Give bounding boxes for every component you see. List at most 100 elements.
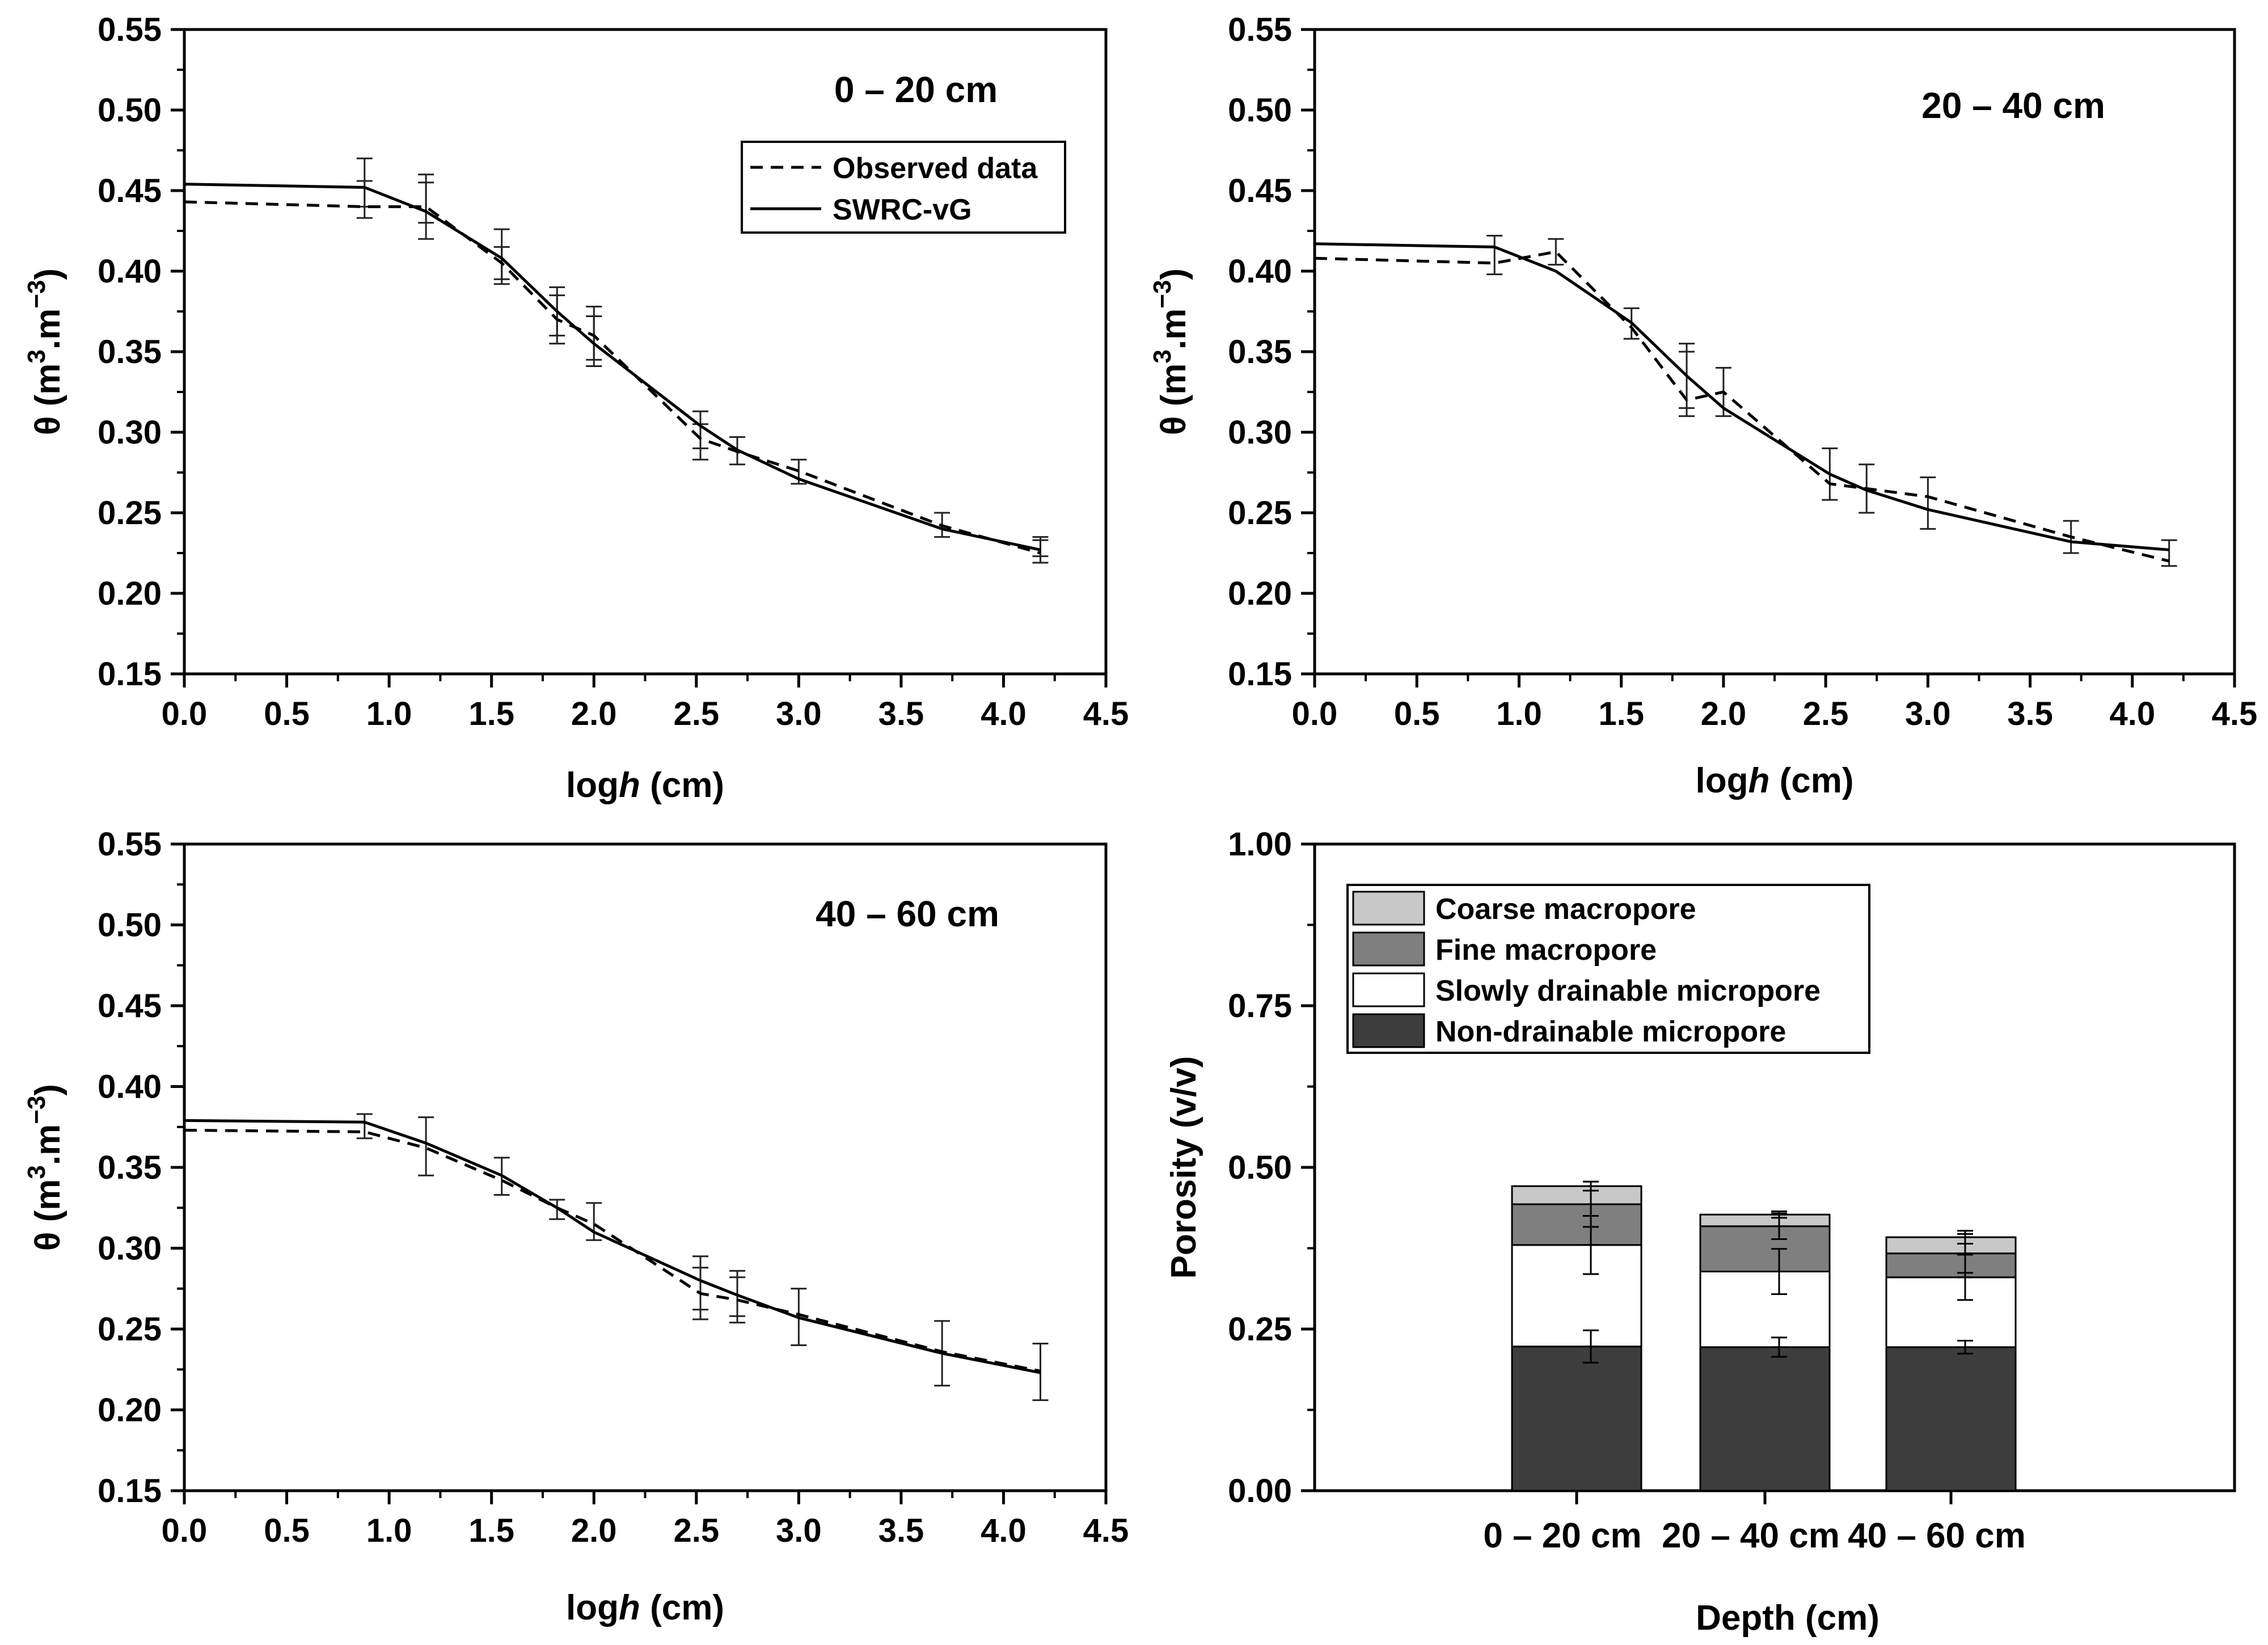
line-chart-panel-2: 0.0 0.5 1.0 1.5 2.0 2.5 3.0 3.5 4.0 4.5 0.15 0.20 0.… xyxy=(1148,11,2257,800)
x-tick-label: 0.5 xyxy=(264,695,310,732)
x-axis-title-variable: h xyxy=(1748,761,1769,800)
legend-swatch xyxy=(1352,931,1425,967)
y-axis-title-part: ) xyxy=(1154,268,1193,280)
y-axis-title-superscript: −3 xyxy=(1148,280,1176,309)
y-tick-label: 0.45 xyxy=(98,172,162,209)
x-axis-title-variable: h xyxy=(619,1588,640,1627)
legend-box xyxy=(741,141,1066,234)
y-tick-label: 0.50 xyxy=(1228,1149,1292,1186)
x-category-label: 0 – 20 cm xyxy=(1483,1516,1641,1555)
y-axis-title-superscript: −3 xyxy=(23,1096,50,1124)
y-axis-title-part: θ (m xyxy=(28,1179,67,1251)
bar-segment-non-drainable-micropore xyxy=(1699,1346,1831,1492)
plot-frame xyxy=(183,28,1108,676)
y-tick-label: 0.75 xyxy=(1228,988,1292,1024)
y-axis-title: θ (m3.m−3) xyxy=(1148,268,1193,435)
x-axis-title-unit: (cm) xyxy=(640,766,724,805)
y-axis-title-superscript: 3 xyxy=(23,349,50,363)
x-tick-label: 2.0 xyxy=(1701,695,1747,732)
y-axis-title-superscript: 3 xyxy=(23,1165,50,1179)
y-tick-label: 0.15 xyxy=(98,1473,162,1509)
y-tick-label: 0.20 xyxy=(1228,575,1292,612)
y-tick-label: 0.50 xyxy=(98,907,162,944)
y-axis-title: θ (m3.m−3) xyxy=(23,1084,67,1251)
y-tick-label: 0.15 xyxy=(1228,656,1292,693)
legend-swatch xyxy=(1352,1013,1425,1048)
x-tick-label: 4.5 xyxy=(1083,695,1129,732)
x-tick-label: 3.0 xyxy=(776,1512,822,1549)
x-tick-label: 4.0 xyxy=(981,695,1027,732)
x-axis-title: logh (cm) xyxy=(566,1588,724,1627)
bar-segment-slowly-drainable-micropore xyxy=(1511,1244,1642,1348)
legend-box xyxy=(1346,884,1870,1054)
legend-entry: Non-drainable micropore xyxy=(1435,1015,1786,1048)
y-axis-title-part: θ (m xyxy=(1154,364,1193,436)
x-tick-label: 3.0 xyxy=(1905,695,1951,732)
y-tick-label: 0.45 xyxy=(1228,172,1292,209)
bar-chart-panel: 0.00 0.25 0.50 0.75 1.00 0 – 20 cm 20 – 40 cm 4… xyxy=(1164,826,2236,1638)
bar-segment-fine-macropore xyxy=(1699,1225,1831,1273)
y-axis-title-part: ) xyxy=(28,1084,67,1096)
y-tick-label: 0.30 xyxy=(98,1230,162,1267)
x-axis-title-variable: h xyxy=(619,766,640,805)
x-category-label: 40 – 60 cm xyxy=(1848,1516,2026,1555)
x-axis-title: logh (cm) xyxy=(1696,761,1854,800)
x-tick-label: 4.0 xyxy=(2109,695,2155,732)
legend-swatch xyxy=(1352,891,1425,926)
y-axis-title: Porosity (v/v) xyxy=(1164,1056,1203,1279)
plot-frame xyxy=(183,842,1108,1492)
line-chart-panel-1: 0.0 0.5 1.0 1.5 2.0 2.5 3.0 3.5 4.0 4.5 0.15 0.20 0.… xyxy=(23,11,1129,805)
x-axis-title-prefix: log xyxy=(566,1588,619,1627)
bar-segment-coarse-macropore xyxy=(1511,1185,1642,1205)
y-axis-title-superscript: 3 xyxy=(1148,349,1176,363)
x-tick-label: 3.5 xyxy=(2007,695,2053,732)
x-tick-label: 4.5 xyxy=(1083,1512,1129,1549)
legend-swatch xyxy=(1352,972,1425,1007)
bar-segment-coarse-macropore xyxy=(1699,1213,1831,1228)
x-tick-label: 1.0 xyxy=(366,1512,412,1549)
y-tick-label: 0.45 xyxy=(98,988,162,1024)
x-tick-label: 1.5 xyxy=(1598,695,1644,732)
legend-entry: Slowly drainable micropore xyxy=(1435,975,1821,1007)
y-tick-label: 0.20 xyxy=(98,575,162,612)
y-tick-label: 0.35 xyxy=(1228,334,1292,370)
x-tick-label: 4.0 xyxy=(981,1512,1027,1549)
y-tick-label: 0.40 xyxy=(1228,253,1292,290)
x-tick-label: 0.5 xyxy=(1394,695,1440,732)
bar-segment-slowly-drainable-micropore xyxy=(1885,1276,2017,1348)
x-axis-title-unit: (cm) xyxy=(1769,761,1853,800)
observed-data-line xyxy=(184,200,1041,555)
observed-data-line xyxy=(184,1128,1041,1373)
y-tick-label: 0.25 xyxy=(98,1311,162,1348)
legend-entry-swrc: SWRC-vG xyxy=(833,193,972,226)
x-axis-title-prefix: log xyxy=(566,766,619,805)
y-tick-label: 0.20 xyxy=(98,1392,162,1429)
bar-segment-non-drainable-micropore xyxy=(1885,1346,2017,1492)
y-tick-label: 0.35 xyxy=(98,1149,162,1186)
legend-entry: Coarse macropore xyxy=(1435,893,1696,926)
y-tick-label: 0.40 xyxy=(98,253,162,290)
panel-depth-label: 20 – 40 cm xyxy=(1921,85,2105,126)
y-axis-title-part: θ (m xyxy=(28,364,67,436)
swrc-vg-line xyxy=(1314,242,2169,551)
x-tick-label: 0.5 xyxy=(264,1512,310,1549)
bar-segment-coarse-macropore xyxy=(1885,1236,2017,1255)
x-tick-label: 3.5 xyxy=(879,1512,924,1549)
y-axis-title: θ (m3.m−3) xyxy=(23,268,67,435)
y-axis-title-part: ) xyxy=(28,268,67,280)
y-axis-title-part: .m xyxy=(1154,309,1193,349)
x-tick-label: 2.0 xyxy=(571,695,617,732)
y-tick-label: 0.35 xyxy=(98,334,162,370)
y-axis-title-superscript: −3 xyxy=(23,280,50,309)
y-tick-label: 0.25 xyxy=(98,495,162,532)
swrc-vg-line xyxy=(184,183,1041,551)
y-axis-title-part: .m xyxy=(28,309,67,349)
x-axis-title: logh (cm) xyxy=(566,766,724,805)
observed-data-line xyxy=(1314,250,2170,563)
legend-entry-observed: Observed data xyxy=(833,152,1038,185)
x-tick-label: 2.5 xyxy=(673,695,719,732)
x-tick-label: 2.0 xyxy=(571,1512,617,1549)
x-tick-label: 2.5 xyxy=(1803,695,1849,732)
y-tick-label: 0.15 xyxy=(98,656,162,693)
x-axis-title-unit: (cm) xyxy=(640,1588,724,1627)
